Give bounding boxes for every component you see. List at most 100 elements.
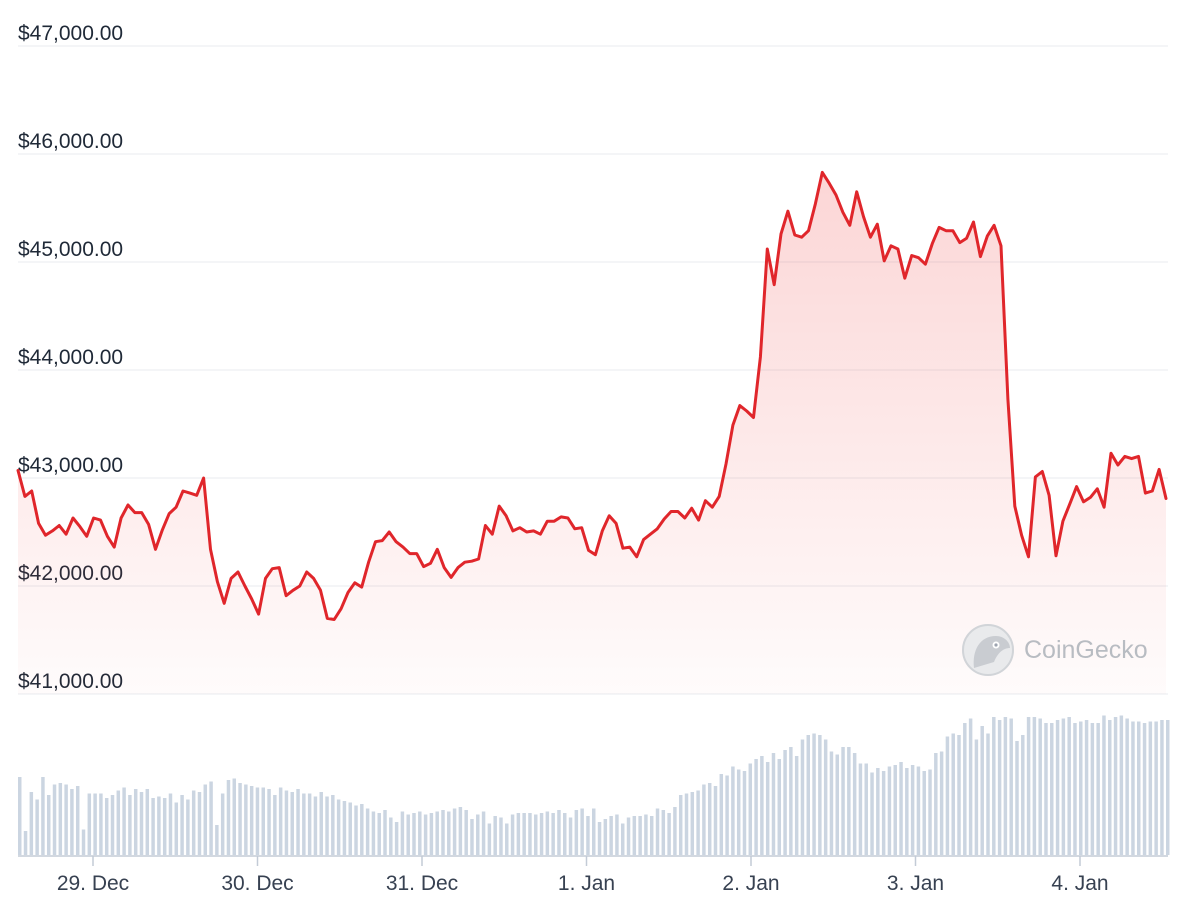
volume-bar bbox=[168, 793, 173, 855]
volume-bar bbox=[876, 768, 880, 855]
y-tick-label: $45,000.00 bbox=[18, 238, 123, 261]
volume-bar bbox=[133, 789, 138, 855]
volume-bar bbox=[1125, 718, 1129, 855]
volume-bar bbox=[597, 822, 602, 855]
volume-bar bbox=[342, 801, 347, 855]
watermark-text: CoinGecko bbox=[1024, 636, 1148, 664]
volume-bar bbox=[852, 753, 857, 855]
volume-bar bbox=[116, 790, 121, 855]
volume-bar bbox=[18, 777, 22, 855]
volume-bar bbox=[1055, 720, 1060, 855]
volume-bar bbox=[41, 777, 45, 855]
volume-bar bbox=[35, 799, 39, 855]
x-tick-label: 3. Jan bbox=[887, 872, 944, 895]
volume-bar bbox=[1015, 741, 1019, 855]
volume-bar bbox=[377, 813, 381, 855]
volume-bar bbox=[1166, 720, 1170, 855]
volume-bar bbox=[829, 751, 834, 855]
volume-bar bbox=[441, 810, 445, 855]
volume-bar bbox=[1067, 717, 1071, 855]
volume-bar bbox=[609, 816, 613, 855]
volume-bar bbox=[232, 778, 237, 855]
volume-bar bbox=[777, 759, 782, 855]
volume-bar bbox=[70, 789, 74, 855]
volume-bar bbox=[1090, 723, 1095, 855]
volume-bar bbox=[818, 735, 822, 855]
volume-bar bbox=[1137, 721, 1141, 855]
volume-bar bbox=[690, 792, 695, 855]
volume-bar bbox=[638, 816, 642, 855]
volume-bars bbox=[18, 715, 1170, 855]
volume-bar bbox=[789, 747, 793, 855]
volume-bar bbox=[702, 784, 706, 855]
volume-bar bbox=[957, 735, 961, 855]
volume-bar bbox=[963, 723, 967, 855]
volume-bar bbox=[1148, 721, 1153, 855]
volume-bar bbox=[528, 813, 532, 855]
volume-bar bbox=[476, 814, 480, 855]
volume-bar bbox=[887, 766, 892, 855]
volume-bar bbox=[452, 808, 457, 855]
volume-bar bbox=[151, 798, 155, 855]
volume-bar bbox=[481, 811, 486, 855]
volume-bar bbox=[580, 808, 584, 855]
volume-bar bbox=[1160, 720, 1164, 855]
volume-bar bbox=[655, 808, 660, 855]
coingecko-watermark: CoinGecko bbox=[962, 624, 1148, 676]
volume-bar bbox=[510, 814, 515, 855]
volume-bar bbox=[145, 789, 150, 855]
volume-bar bbox=[893, 765, 897, 855]
volume-bar bbox=[742, 771, 747, 855]
volume-bar bbox=[418, 811, 422, 855]
volume-bar bbox=[1113, 717, 1118, 855]
volume-bar bbox=[922, 771, 926, 855]
volume-bar bbox=[939, 751, 944, 855]
x-tick-label: 1. Jan bbox=[558, 872, 615, 895]
volume-bar bbox=[464, 810, 468, 855]
volume-bar bbox=[360, 804, 364, 855]
volume-bar bbox=[157, 796, 161, 855]
volume-bar bbox=[568, 817, 573, 855]
volume-bar bbox=[783, 750, 787, 855]
volume-bar bbox=[354, 805, 358, 855]
volume-bar bbox=[284, 790, 289, 855]
volume-bar bbox=[997, 720, 1002, 855]
volume-bar bbox=[394, 822, 399, 855]
volume-bar bbox=[539, 813, 544, 855]
volume-bar bbox=[992, 717, 996, 855]
volume-bar bbox=[632, 816, 637, 855]
volume-bar bbox=[1131, 721, 1135, 855]
volume-bar bbox=[174, 802, 179, 855]
volume-bar bbox=[220, 793, 225, 855]
volume-bar bbox=[81, 829, 86, 855]
volume-bar bbox=[191, 790, 196, 855]
volume-bar bbox=[1079, 721, 1083, 855]
volume-bar bbox=[719, 774, 724, 855]
volume-bar bbox=[754, 759, 758, 855]
volume-bar bbox=[1021, 735, 1025, 855]
volume-bar bbox=[557, 810, 561, 855]
volume-bar bbox=[331, 795, 335, 855]
volume-bar bbox=[823, 739, 828, 855]
volume-bar bbox=[916, 766, 921, 855]
volume-bar bbox=[1142, 723, 1147, 855]
volume-bar bbox=[249, 786, 254, 855]
volume-bar bbox=[980, 726, 984, 855]
y-tick-label: $46,000.00 bbox=[18, 130, 123, 153]
volume-bar bbox=[336, 799, 341, 855]
volume-bar bbox=[725, 775, 729, 855]
volume-bar bbox=[470, 819, 474, 855]
volume-bar bbox=[203, 784, 208, 855]
volume-bar bbox=[661, 810, 666, 855]
volume-bar bbox=[1073, 723, 1077, 855]
volume-bar bbox=[122, 787, 126, 855]
volume-bar bbox=[574, 810, 579, 855]
volume-bar bbox=[905, 768, 909, 855]
volume-bar bbox=[1154, 721, 1158, 855]
volume-bar bbox=[806, 735, 811, 855]
volume-bar bbox=[1038, 718, 1042, 855]
volume-bar bbox=[226, 780, 231, 855]
volume-bar bbox=[951, 733, 955, 855]
volume-bar bbox=[592, 808, 596, 855]
volume-bar bbox=[765, 762, 770, 855]
